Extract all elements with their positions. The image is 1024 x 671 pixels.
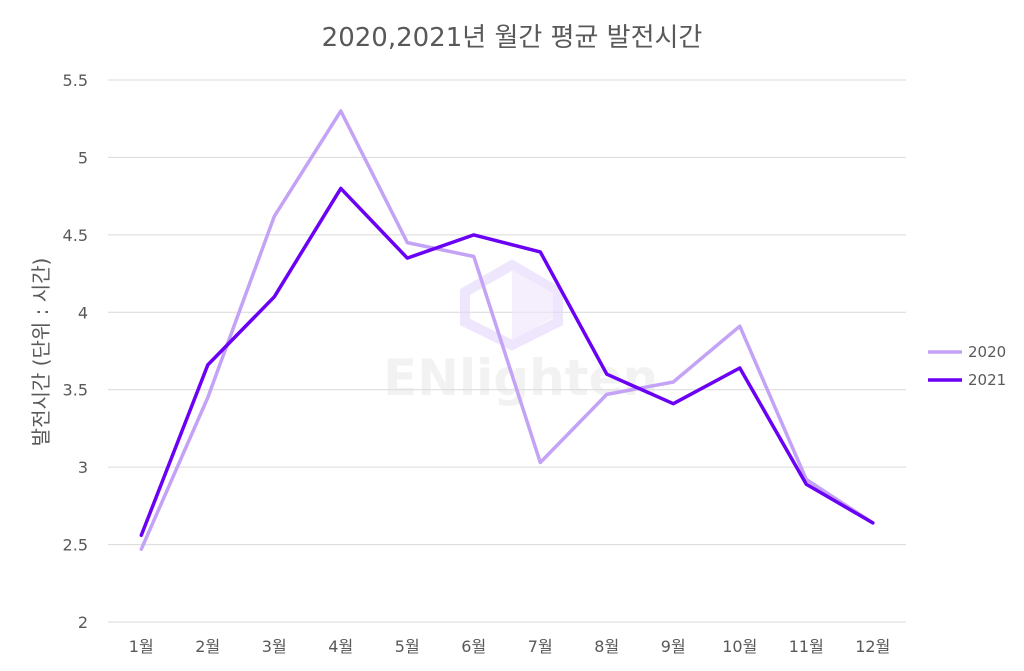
x-tick-label: 7월 xyxy=(528,637,553,656)
y-tick-label: 3.5 xyxy=(63,381,88,400)
y-tick-label: 4 xyxy=(78,303,88,322)
watermark: ENlighten xyxy=(383,259,658,407)
y-tick-label: 4.5 xyxy=(63,226,88,245)
y-tick-label: 3 xyxy=(78,458,88,477)
x-tick-label: 9월 xyxy=(661,637,686,656)
gridlines xyxy=(108,79,906,623)
x-tick-label: 3월 xyxy=(262,637,287,656)
x-tick-label: 4월 xyxy=(328,637,353,656)
legend: 2020 2021 xyxy=(928,343,1006,389)
x-tick-label: 2월 xyxy=(195,637,220,656)
y-tick-label: 5.5 xyxy=(63,71,88,90)
y-tick-label: 2 xyxy=(78,613,88,632)
series-line-2020 xyxy=(139,109,875,551)
series-lines xyxy=(139,109,875,551)
x-tick-label: 8월 xyxy=(594,637,619,656)
watermark-logo-icon xyxy=(460,259,563,351)
y-tick-label: 2.5 xyxy=(63,536,88,555)
legend-label-2020: 2020 xyxy=(968,343,1006,361)
x-tick-label: 5월 xyxy=(395,637,420,656)
x-tick-label: 11월 xyxy=(789,637,824,656)
y-tick-label: 5 xyxy=(78,148,88,167)
y-axis-label: 발전시간 (단위 : 시간) xyxy=(29,258,53,447)
chart-title: 2020,2021년 월간 평균 발전시간 xyxy=(322,23,703,53)
legend-label-2021: 2021 xyxy=(968,371,1006,389)
x-tick-label: 10월 xyxy=(722,637,757,656)
series-line-2021 xyxy=(139,186,875,538)
x-tick-label: 6월 xyxy=(461,637,486,656)
x-tick-label: 1월 xyxy=(129,637,154,656)
x-axis-ticks: 1월 2월 3월 4월 5월 6월 7월 8월 9월 10월 11월 12월 xyxy=(129,637,891,656)
watermark-logo-fill-icon xyxy=(512,270,553,340)
x-tick-label: 12월 xyxy=(855,637,890,656)
y-axis-ticks: 2 2.5 3 3.5 4 4.5 5 5.5 xyxy=(63,71,88,632)
